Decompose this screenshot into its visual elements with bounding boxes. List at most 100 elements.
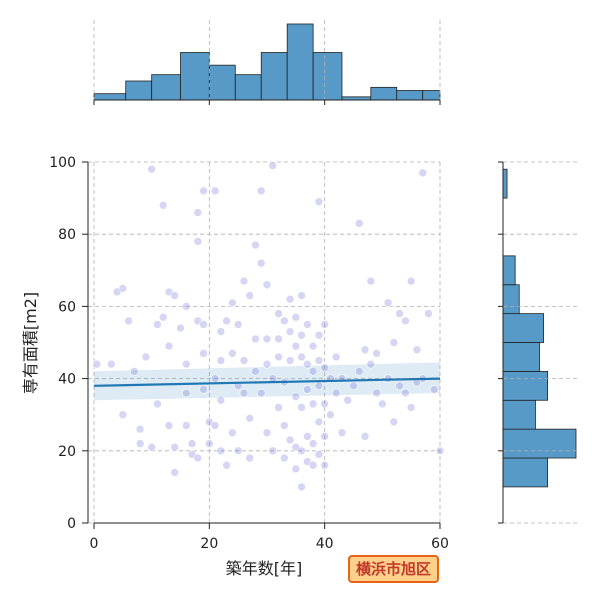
scatter-point [354,367,364,376]
scatter-point [297,482,306,492]
y-tick-label: 80 [58,227,76,243]
scatter-point [285,327,295,336]
scatter-point [297,330,306,340]
scatter-point [401,316,410,326]
scatter-point [279,453,289,463]
right-histogram-bar [502,457,549,488]
scatter-point [406,276,416,286]
scatter-point [181,388,191,398]
scatter-point [210,186,220,196]
scatter-point [424,309,433,318]
scatter-point [147,442,156,452]
scatter-point [285,294,295,304]
scatter-point [153,320,162,329]
scatter-point [228,428,237,438]
scatter-point [233,320,243,329]
scatter-point [222,316,231,326]
scatter-point [331,388,341,398]
scatter-point [210,374,220,383]
scatter-point [314,450,324,459]
scatter-point [181,359,191,369]
scatter-point [297,446,306,456]
top-histogram-bar [234,74,262,101]
scatter-point [228,349,237,358]
scatter-point [291,392,301,401]
scatter-point [314,417,324,427]
scatter-point [349,381,358,391]
top-histogram-bar [151,74,181,101]
scatter-point [135,424,145,434]
top-histogram-bar [370,86,398,101]
x-axis-label: 築年数[年] [226,559,303,578]
scatter-point [372,388,381,398]
scatter-point [107,359,116,369]
scatter-point [193,208,203,217]
y-axis-label: 専有面積[m2] [21,292,40,394]
right-histogram-bar [502,428,577,459]
top-histogram-bar [208,64,236,101]
scatter-point [262,359,272,369]
scatter-point [314,356,324,365]
scatter-point [308,439,318,448]
scatter-point [164,341,174,351]
scatter-point [274,352,283,362]
top-histogram [93,20,441,105]
scatter-point [297,291,306,300]
y-tick-label: 40 [58,372,76,388]
scatter-point [199,385,208,394]
scatter-point [262,428,272,438]
scatter-point [216,446,226,456]
scatter-point [429,385,439,394]
scatter-point [274,403,283,412]
y-tick-label: 60 [58,299,76,315]
scatter-point [124,316,133,326]
scatter-point [395,381,404,391]
scatter-point [233,446,243,456]
scatter-point [291,341,301,351]
right-histogram-bar [502,342,540,372]
scatter-point [193,237,203,246]
scatter-point [343,395,353,405]
scatter-point [412,345,422,355]
scatter-point [378,399,387,409]
regression-line [93,377,441,387]
y-tick-label: 100 [49,155,76,171]
scatter-point [337,428,347,438]
scatter-point [366,359,376,369]
right-histogram-bar [502,168,508,199]
scatter-point [251,367,260,376]
scatter-point [274,309,283,318]
scatter-point [205,439,214,448]
scatter-point [303,432,312,441]
scatter-point [187,439,197,448]
scatter-point [158,201,168,210]
right-histogram-bar [502,313,544,343]
right-histogram-bar [502,370,549,401]
scatter-point [326,410,335,420]
scatter-point [320,363,329,373]
scatter-point [256,388,266,398]
scatter-point [389,338,399,347]
scatter-point [256,258,266,268]
scatter-point [314,330,324,340]
scatter-point [395,309,404,318]
scatter-point [435,446,445,456]
scatter-point [303,320,312,329]
scatter-point [222,460,231,470]
scatter-point [118,284,128,293]
x-tick-label: 20 [200,536,218,552]
scatter-point [170,291,180,300]
scatter-point [303,359,312,369]
scatter-point [383,298,393,308]
scatter-point [268,446,278,456]
scatter-point [239,356,249,365]
scatter-point [372,349,381,358]
scatter-point [158,312,168,322]
scatter-point [285,356,295,365]
scatter-point [285,435,295,445]
top-histogram-bar [125,80,153,101]
scatter-point [279,421,289,430]
scatter-panel: 0 20 40 60 0 20 40 60 80 100 [49,155,449,552]
